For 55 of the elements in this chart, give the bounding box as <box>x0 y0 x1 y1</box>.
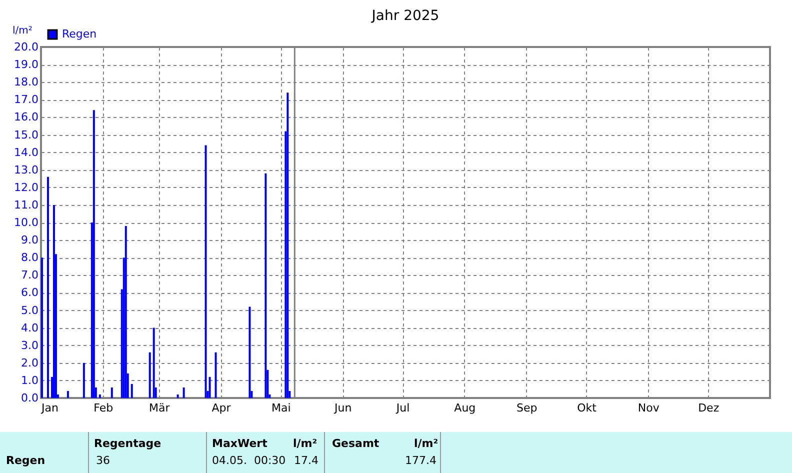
x-tick-label: Apr <box>212 402 232 414</box>
x-tick-label: Mär <box>148 402 170 414</box>
y-tick-label: 5.0 <box>21 304 38 317</box>
bar <box>98 394 101 398</box>
y-tick-label: 10.0 <box>14 216 38 229</box>
legend-label: Regen <box>62 28 97 40</box>
y-tick-label: 1.0 <box>21 374 38 387</box>
y-tick-label: 4.0 <box>21 321 38 334</box>
x-tick-label: Jun <box>333 402 352 414</box>
y-tick-label: 15.0 <box>14 128 38 142</box>
x-tick-label: Aug <box>454 402 476 414</box>
bar <box>152 328 155 398</box>
bar <box>46 176 49 398</box>
y-tick-label: 7.0 <box>21 268 38 282</box>
bar <box>214 352 217 398</box>
bar <box>130 384 133 398</box>
bar <box>148 352 151 398</box>
x-tick-label: Mai <box>272 402 291 414</box>
y-tick-label: 2.0 <box>21 356 38 370</box>
x-tick-label: Nov <box>638 402 660 414</box>
y-tick-label: 11.0 <box>14 198 38 212</box>
y-tick-label: 19.0 <box>14 58 38 72</box>
text: 17.4 <box>294 454 318 467</box>
bar <box>182 387 185 398</box>
y-tick-label: 9.0 <box>21 234 38 247</box>
y-tick-label: 13.0 <box>14 163 38 176</box>
x-tick-label: Jul <box>395 402 410 414</box>
bar <box>82 362 85 398</box>
text: l/m² <box>414 437 438 450</box>
text: 04.05. 00:30 <box>212 454 286 467</box>
y-tick-label: 17.0 <box>14 93 38 106</box>
y-tick-label: 3.0 <box>21 338 38 352</box>
bar <box>204 145 207 398</box>
text: Regen <box>6 454 46 467</box>
text: Regentage <box>94 437 162 450</box>
text: MaxWert <box>212 437 268 450</box>
x-tick-label: Okt <box>577 402 598 414</box>
x-tick-label: Jan <box>40 402 58 414</box>
text: 36 <box>96 454 110 467</box>
y-axis-title: l/m² <box>12 26 32 36</box>
x-tick-label: Dez <box>698 402 720 414</box>
y-tick-label: 0.0 <box>21 392 38 404</box>
y-tick-label: 18.0 <box>14 76 38 89</box>
text: Gesamt <box>332 437 380 450</box>
x-tick-label: Feb <box>94 402 114 414</box>
y-tick-label: 8.0 <box>21 251 38 264</box>
x-tick-label: Sep <box>516 402 538 414</box>
y-tick-label: 6.0 <box>21 286 38 300</box>
y-tick-label: 12.0 <box>14 180 38 194</box>
y-tick-label: 20.0 <box>14 40 38 54</box>
y-tick-label: 16.0 <box>14 110 38 124</box>
chart-title: Jahr 2025 <box>370 8 440 24</box>
text: l/m² <box>293 437 318 450</box>
y-tick-label: 14.0 <box>14 146 38 159</box>
text: 177.4 <box>405 454 436 467</box>
